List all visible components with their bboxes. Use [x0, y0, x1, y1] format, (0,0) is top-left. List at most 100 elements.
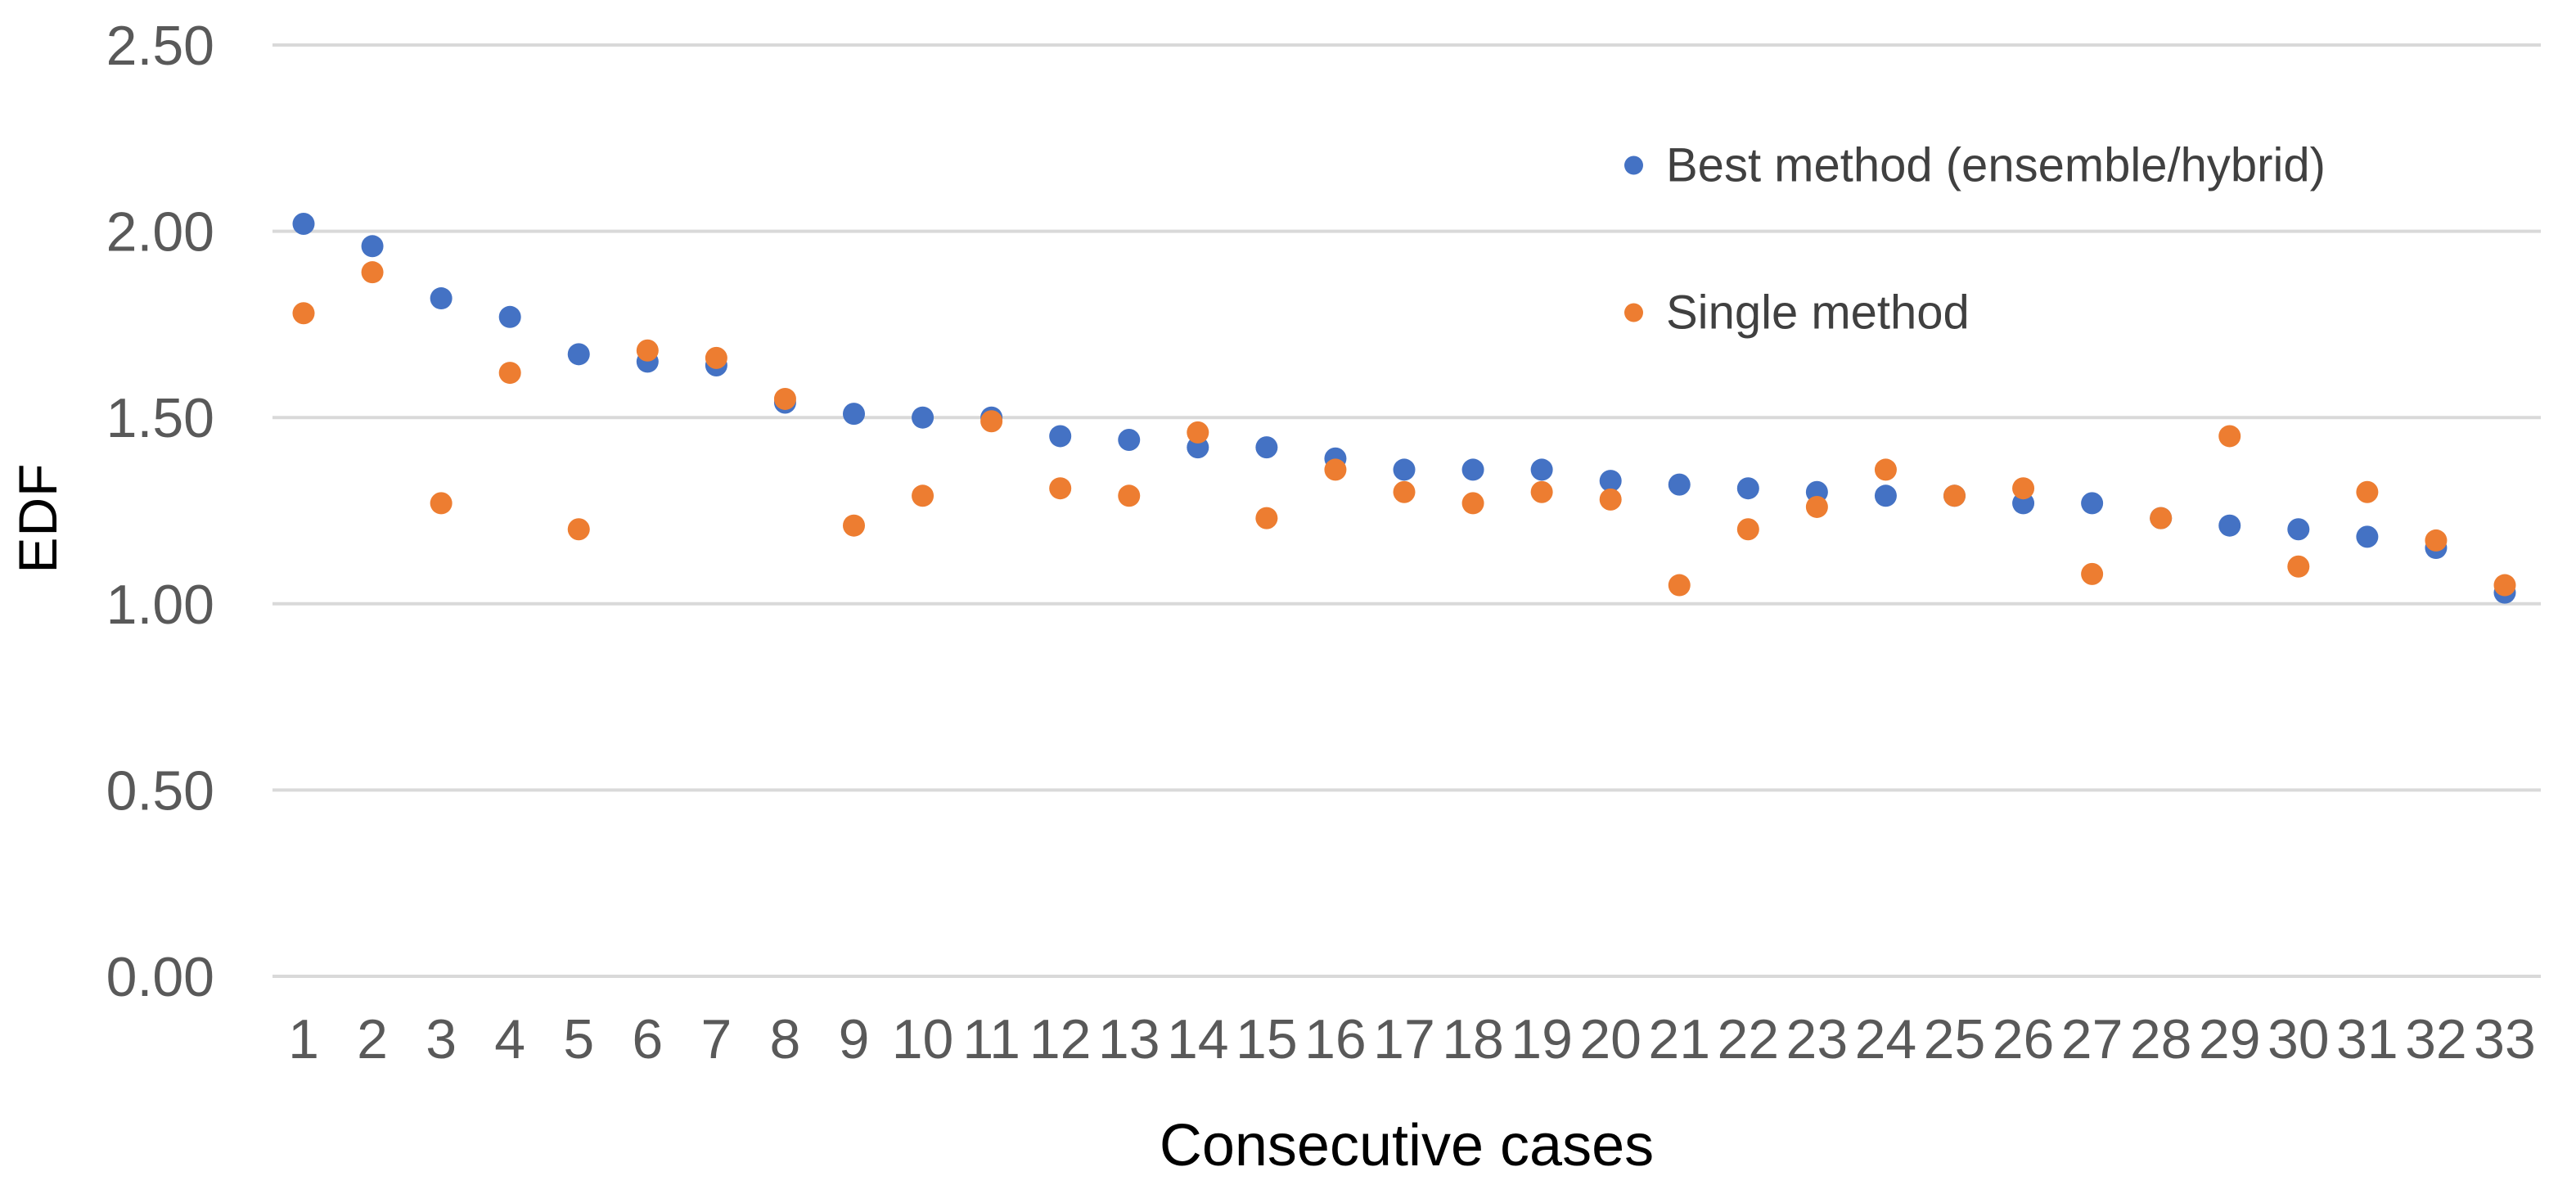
legend-label-single-method: Single method: [1666, 286, 1970, 340]
scatter-point-best-method: [2287, 518, 2310, 541]
scatter-point-single-method: [1118, 484, 1141, 507]
x-tick-label: 20: [1579, 1008, 1642, 1070]
y-tick-label: 0.50: [106, 759, 214, 822]
scatter-point-single-method: [2012, 477, 2035, 500]
scatter-point-best-method: [843, 403, 865, 426]
scatter-point-best-method: [912, 406, 934, 429]
x-tick-label: 7: [700, 1008, 732, 1070]
scatter-point-best-method: [361, 235, 384, 258]
y-tick-label: 0.00: [106, 946, 214, 1008]
scatter-point-best-method: [1255, 436, 1278, 459]
y-axis-title: EDF: [7, 462, 68, 574]
x-tick-label: 9: [839, 1008, 870, 1070]
scatter-point-best-method: [2218, 514, 2241, 537]
x-tick-label: 29: [2199, 1008, 2261, 1070]
scatter-point-single-method: [498, 362, 521, 385]
scatter-point-best-method: [1461, 458, 1484, 481]
x-tick-label: 11: [962, 1008, 1020, 1070]
x-tick-label: 24: [1855, 1008, 1917, 1070]
x-tick-label: 33: [2474, 1008, 2536, 1070]
scatter-point-best-method: [1530, 458, 1553, 481]
scatter-point-single-method: [1599, 488, 1622, 511]
legend-entry-best-method: Best method (ensemble/hybrid): [1624, 138, 2326, 193]
scatter-point-best-method: [430, 287, 453, 310]
scatter-point-single-method: [567, 518, 590, 541]
legend-entry-single-method: Single method: [1624, 286, 1970, 340]
x-tick-label: 14: [1167, 1008, 1229, 1070]
scatter-point-single-method: [1736, 518, 1759, 541]
y-tick-label: 2.50: [106, 15, 214, 77]
scatter-point-single-method: [773, 387, 796, 410]
x-tick-label: 25: [1924, 1008, 1986, 1070]
legend-marker-single-method-icon: [1624, 303, 1643, 322]
scatter-point-single-method: [2356, 480, 2379, 503]
x-tick-label: 2: [357, 1008, 388, 1070]
scatter-point-best-method: [1393, 458, 1416, 481]
scatter-point-single-method: [980, 410, 1003, 433]
scatter-point-best-method: [2081, 492, 2104, 515]
x-tick-label: 17: [1373, 1008, 1435, 1070]
scatter-point-single-method: [292, 302, 315, 325]
scatter-point-single-method: [1255, 507, 1278, 529]
x-tick-label: 8: [770, 1008, 801, 1070]
x-tick-label: 30: [2268, 1008, 2330, 1070]
x-tick-label: 6: [632, 1008, 663, 1070]
x-tick-label: 28: [2130, 1008, 2192, 1070]
scatter-point-single-method: [2150, 507, 2173, 529]
x-tick-label: 15: [1236, 1008, 1298, 1070]
y-tick-label: 1.00: [106, 574, 214, 636]
scatter-point-single-method: [361, 261, 384, 284]
scatter-point-best-method: [1599, 470, 1622, 493]
x-tick-label: 3: [426, 1008, 457, 1070]
scatter-point-single-method: [1393, 480, 1416, 503]
scatter-point-best-method: [1118, 429, 1141, 452]
legend-marker-best-method-icon: [1624, 155, 1643, 175]
scatter-point-single-method: [2287, 555, 2310, 578]
scatter-point-single-method: [1805, 495, 1828, 518]
scatter-point-single-method: [1943, 484, 1966, 507]
scatter-point-single-method: [1530, 480, 1553, 503]
x-tick-label: 26: [1993, 1008, 2055, 1070]
scatter-point-single-method: [2493, 574, 2516, 597]
x-tick-label: 12: [1029, 1008, 1092, 1070]
scatter-point-single-method: [843, 514, 865, 537]
scatter-point-single-method: [2081, 562, 2104, 585]
scatter-point-single-method: [1187, 421, 1209, 444]
x-axis-title: Consecutive cases: [1159, 1113, 1655, 1178]
y-tick-label: 1.50: [106, 387, 214, 449]
x-tick-label: 23: [1786, 1008, 1849, 1070]
scatter-point-single-method: [636, 339, 659, 362]
scatter-point-single-method: [1324, 458, 1347, 481]
y-tick-label: 2.00: [106, 201, 214, 264]
scatter-point-single-method: [1668, 574, 1691, 597]
x-tick-label: 10: [892, 1008, 954, 1070]
x-tick-label: 22: [1717, 1008, 1779, 1070]
x-tick-label: 27: [2061, 1008, 2123, 1070]
scatter-point-best-method: [1736, 477, 1759, 500]
scatter-point-best-method: [498, 305, 521, 328]
x-tick-label: 4: [494, 1008, 525, 1070]
scatter-point-single-method: [705, 346, 727, 369]
scatter-point-best-method: [1874, 484, 1897, 507]
scatter-point-best-method: [567, 343, 590, 366]
scatter-point-single-method: [2218, 425, 2241, 448]
scatter-point-single-method: [2425, 529, 2448, 552]
scatter-point-best-method: [292, 212, 315, 235]
x-tick-label: 21: [1648, 1008, 1710, 1070]
scatter-point-single-method: [1049, 477, 1072, 500]
x-tick-label: 32: [2405, 1008, 2467, 1070]
x-tick-label: 13: [1098, 1008, 1160, 1070]
x-tick-label: 5: [563, 1008, 594, 1070]
scatter-point-single-method: [912, 484, 934, 507]
legend-label-best-method: Best method (ensemble/hybrid): [1666, 138, 2326, 192]
scatter-point-best-method: [1049, 425, 1072, 448]
x-tick-label: 1: [288, 1008, 319, 1070]
scatter-point-best-method: [1668, 473, 1691, 496]
x-tick-label: 31: [2336, 1008, 2398, 1070]
x-tick-label: 16: [1304, 1008, 1367, 1070]
scatter-point-single-method: [430, 492, 453, 515]
scatter-point-single-method: [1461, 492, 1484, 515]
x-tick-label: 18: [1442, 1008, 1504, 1070]
